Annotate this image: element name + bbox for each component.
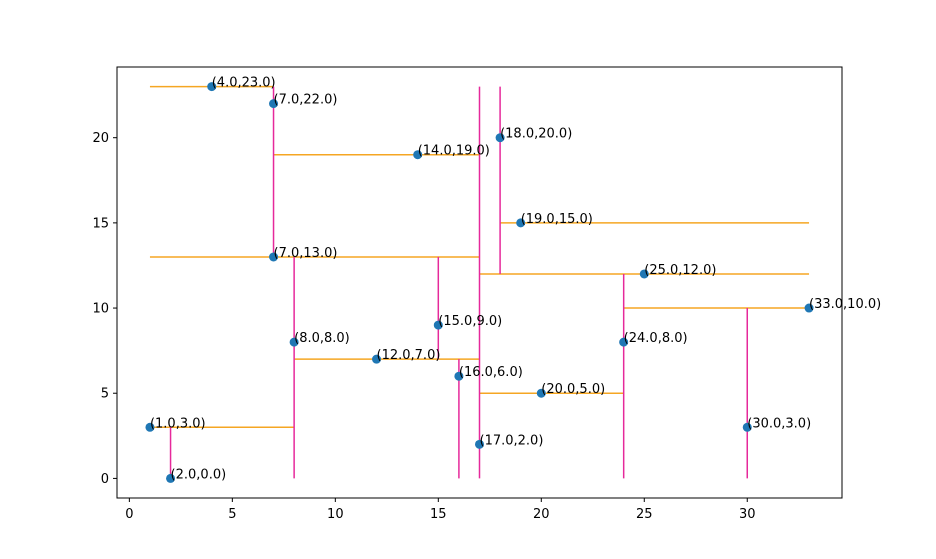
plot-frame — [116, 66, 843, 499]
y-tick-label: 0 — [101, 472, 109, 487]
point-label: (25.0,12.0) — [644, 263, 716, 278]
x-tick-label: 10 — [327, 507, 344, 522]
data-point — [742, 422, 752, 432]
point-label: (20.0,5.0) — [541, 382, 605, 397]
data-point — [166, 473, 176, 483]
data-point — [619, 337, 629, 347]
point-labels: (4.0,23.0) (7.0,22.0) (14.0,19.0) (18.0,20.… — [150, 76, 881, 483]
data-point — [804, 303, 814, 313]
x-tick-label: 15 — [430, 507, 447, 522]
data-point — [269, 99, 279, 109]
data-point — [145, 422, 155, 432]
y-tick-label: 15 — [92, 216, 109, 231]
point-label: (24.0,8.0) — [624, 331, 688, 346]
vertical-splits — [169, 86, 749, 479]
y-tick-label: 20 — [92, 131, 109, 146]
data-point — [269, 252, 279, 262]
y-tick-label: 5 — [101, 387, 109, 402]
point-label: (14.0,19.0) — [418, 144, 490, 159]
data-point — [536, 388, 546, 398]
data-point — [372, 354, 382, 364]
point-label: (2.0,0.0) — [171, 467, 227, 482]
x-axis: 0 5 10 15 20 25 30 — [125, 498, 756, 522]
data-point — [433, 320, 443, 330]
point-label: (30.0,3.0) — [747, 416, 811, 431]
point-label: (4.0,23.0) — [212, 76, 276, 91]
point-label: (18.0,20.0) — [500, 127, 572, 142]
data-point — [516, 218, 526, 228]
y-axis: 0 5 10 15 20 — [92, 131, 117, 487]
x-tick-label: 30 — [739, 507, 756, 522]
point-label: (19.0,15.0) — [521, 212, 593, 227]
data-point — [413, 150, 423, 160]
x-tick-label: 25 — [636, 507, 653, 522]
point-label: (12.0,7.0) — [377, 348, 441, 363]
data-point — [495, 133, 505, 143]
data-point — [289, 337, 299, 347]
data-point — [475, 439, 484, 449]
point-label: (8.0,8.0) — [294, 331, 350, 346]
point-label: (7.0,22.0) — [274, 93, 338, 108]
data-point — [639, 269, 649, 279]
data-point — [454, 371, 464, 381]
data-points — [145, 82, 814, 483]
point-label: (15.0,9.0) — [438, 314, 502, 329]
x-tick-label: 0 — [125, 507, 133, 522]
x-tick-label: 20 — [533, 507, 550, 522]
point-label: (16.0,6.0) — [459, 365, 523, 380]
y-tick-label: 10 — [92, 302, 109, 317]
point-label: (1.0,3.0) — [150, 416, 206, 431]
horizontal-splits — [149, 85, 810, 429]
data-point — [207, 82, 217, 92]
point-label: (17.0,2.0) — [480, 433, 544, 448]
point-label: (7.0,13.0) — [274, 246, 338, 261]
x-tick-label: 5 — [228, 507, 236, 522]
point-label: (33.0,10.0) — [809, 297, 881, 312]
